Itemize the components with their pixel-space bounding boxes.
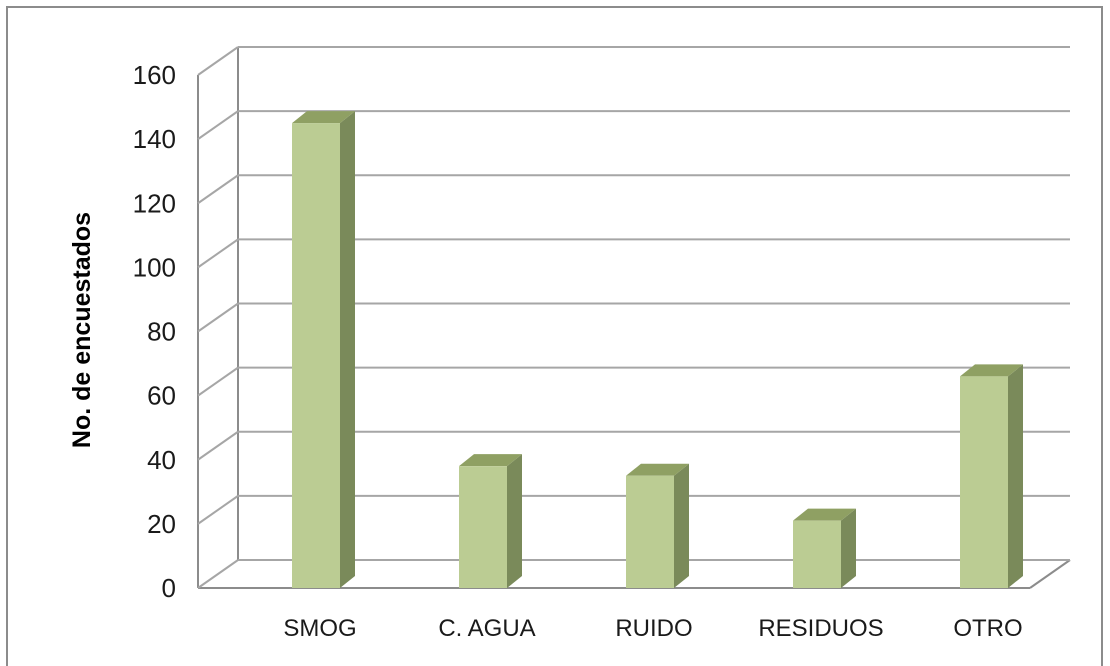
x-category-label: OTRO bbox=[953, 615, 1022, 642]
x-category-label: RESIDUOS bbox=[758, 615, 883, 642]
bar-side bbox=[507, 454, 522, 588]
bar-front bbox=[960, 376, 1008, 588]
y-tick-label: 0 bbox=[162, 573, 176, 603]
gridline-diagonal bbox=[197, 174, 239, 205]
y-tick-label: 160 bbox=[133, 60, 176, 90]
bar-side bbox=[674, 463, 689, 588]
x-category-label: SMOG bbox=[283, 615, 356, 642]
bar-top bbox=[793, 508, 856, 521]
bar-side bbox=[841, 508, 856, 588]
bar-ruido bbox=[626, 463, 689, 588]
bar-top bbox=[960, 364, 1023, 377]
bar-front bbox=[793, 520, 841, 588]
gridline-diagonal bbox=[197, 495, 239, 525]
bar-side bbox=[1008, 364, 1023, 588]
gridline-diagonal bbox=[197, 46, 239, 76]
bar-otro bbox=[960, 364, 1023, 588]
gridline-diagonal bbox=[197, 366, 239, 397]
bars bbox=[292, 111, 1023, 588]
bar-front bbox=[292, 123, 340, 588]
y-tick-label: 20 bbox=[147, 509, 176, 539]
bar-residuos bbox=[793, 508, 856, 588]
x-category-label: C. AGUA bbox=[438, 615, 535, 642]
bar-top bbox=[459, 454, 522, 467]
y-axis-label: No. de encuestados bbox=[68, 212, 96, 448]
y-tick-label: 140 bbox=[133, 124, 176, 154]
y-tick-label: 120 bbox=[133, 188, 176, 218]
gridline-diagonal bbox=[197, 110, 239, 140]
y-tick-label: 40 bbox=[147, 445, 176, 475]
y-axis-ticks: 0 20 40 60 80 100 120 140 160 bbox=[133, 60, 176, 603]
gridline-diagonal bbox=[197, 430, 239, 461]
bar-front bbox=[459, 466, 507, 588]
bar-top bbox=[292, 111, 355, 124]
y-tick-label: 100 bbox=[133, 252, 176, 282]
gridline-diagonal bbox=[197, 238, 239, 269]
floor-right-edge bbox=[1029, 559, 1071, 589]
bar-top bbox=[626, 463, 689, 476]
gridlines bbox=[197, 46, 1070, 589]
bar-smog bbox=[292, 111, 355, 588]
gridline-diagonal bbox=[197, 302, 239, 333]
bar-c-agua bbox=[459, 454, 522, 588]
x-axis-categories: SMOG C. AGUA RUIDO RESIDUOS OTRO bbox=[283, 615, 1022, 642]
gridline-diagonal bbox=[197, 559, 239, 589]
y-tick-label: 80 bbox=[147, 317, 176, 347]
chart-frame bbox=[6, 6, 1103, 666]
y-tick-label: 60 bbox=[147, 381, 176, 411]
bar-side bbox=[340, 111, 355, 588]
bar-front bbox=[626, 475, 674, 588]
x-category-label: RUIDO bbox=[615, 615, 692, 642]
